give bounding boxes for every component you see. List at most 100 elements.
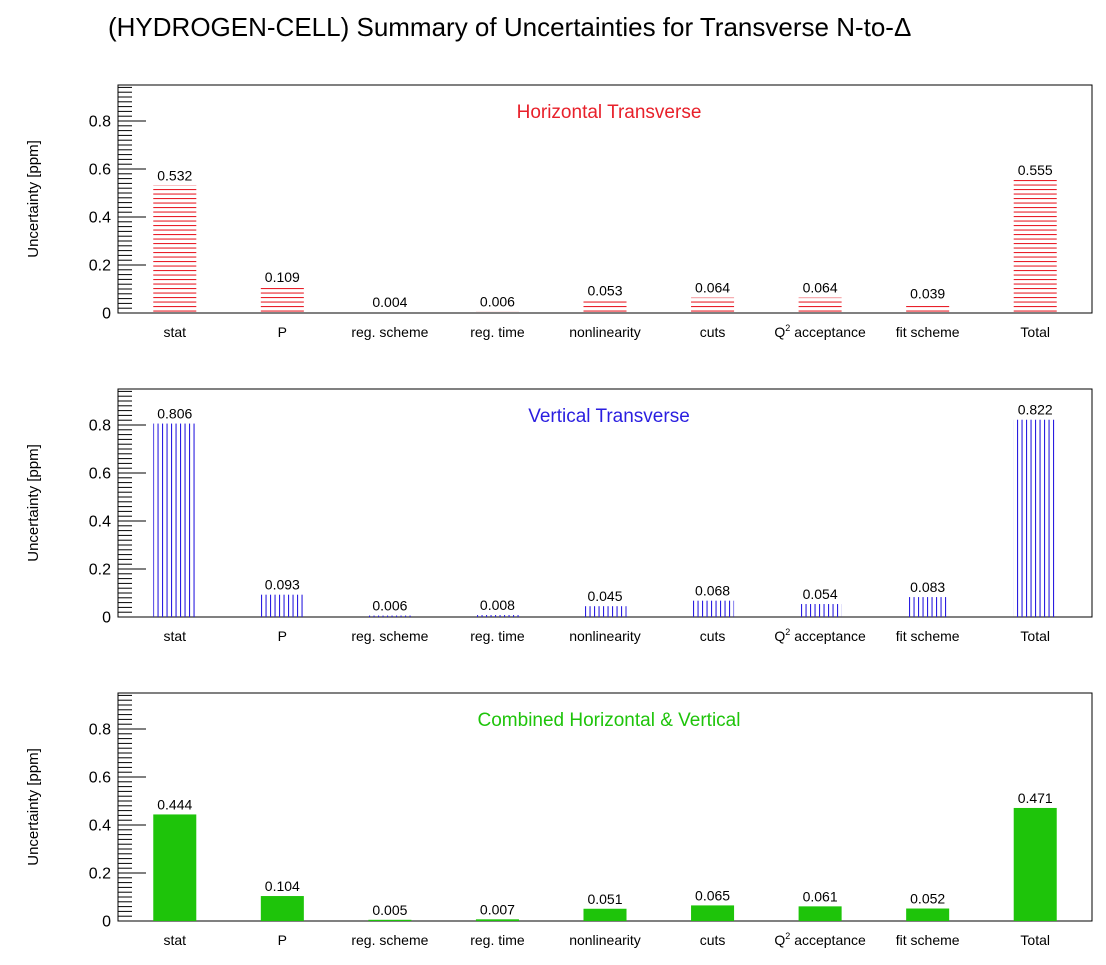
bar-total	[1013, 807, 1057, 921]
category-label-reg-time: reg. time	[470, 628, 525, 644]
y-tick-label: 0.6	[89, 162, 111, 179]
category-label-stat: stat	[163, 932, 186, 948]
bar-fit-scheme	[906, 597, 950, 617]
y-tick-label: 0.4	[89, 818, 111, 835]
bar-value-label: 0.052	[910, 891, 945, 907]
category-label-reg-scheme: reg. scheme	[351, 932, 428, 948]
category-label-stat: stat	[163, 628, 186, 644]
category-label-reg-time: reg. time	[470, 932, 525, 948]
bar-q2-acceptance	[798, 297, 842, 313]
y-tick-label: 0.6	[89, 770, 111, 787]
category-label-cuts: cuts	[700, 932, 726, 948]
bar-value-label: 0.039	[910, 286, 945, 302]
y-tick-label: 0.8	[89, 114, 111, 131]
bar-value-label: 0.532	[157, 167, 192, 183]
bar-reg-scheme	[368, 615, 412, 617]
bar-value-label: 0.061	[803, 888, 838, 904]
bar-nonlinearity	[583, 606, 627, 617]
category-label-cuts: cuts	[700, 324, 726, 340]
bar-value-label: 0.806	[157, 406, 192, 422]
bar-cuts	[691, 600, 735, 617]
bar-value-label: 0.555	[1018, 162, 1053, 178]
y-tick-label: 0.2	[89, 866, 111, 883]
bar-value-label: 0.006	[372, 598, 407, 614]
bar-reg-time	[475, 311, 519, 313]
bar-stat	[153, 185, 197, 313]
y-tick-label: 0	[102, 610, 111, 627]
bar-p	[260, 896, 304, 921]
chart-panel-1: 0 0.2 0.4 0.6 0.8 Uncertainty [ppm] Horizontal…	[25, 84, 1093, 340]
bar-total	[1013, 179, 1057, 313]
category-label-q2-acceptance: Q2 acceptance	[774, 931, 866, 948]
panel-title: Combined Horizontal & Vertical	[478, 710, 741, 731]
bar-stat	[153, 423, 197, 617]
y-tick-label: 0.8	[89, 722, 111, 739]
bar-value-label: 0.064	[695, 280, 730, 296]
y-axis-label: Uncertainty [ppm]	[25, 748, 42, 866]
bar-value-label: 0.068	[695, 583, 730, 599]
category-label-q2-acceptance: Q2 acceptance	[774, 323, 866, 340]
bar-reg-time	[475, 919, 519, 921]
bar-value-label: 0.004	[372, 294, 407, 310]
bar-value-label: 0.053	[587, 282, 622, 298]
y-tick-label: 0.4	[89, 514, 111, 531]
bar-nonlinearity	[583, 300, 627, 313]
y-axis-label: Uncertainty [ppm]	[25, 140, 42, 258]
bar-q2-acceptance	[798, 906, 842, 921]
bar-reg-scheme	[368, 312, 412, 313]
page-title: (HYDROGEN-CELL) Summary of Uncertainties…	[108, 12, 912, 42]
bar-p	[260, 286, 304, 313]
bar-fit-scheme	[906, 908, 950, 921]
y-tick-label: 0.2	[89, 562, 111, 579]
bar-cuts	[691, 297, 735, 313]
panel-title: Vertical Transverse	[528, 406, 690, 427]
category-label-reg-time: reg. time	[470, 324, 525, 340]
y-tick-label: 0.6	[89, 466, 111, 483]
bar-value-label: 0.065	[695, 887, 730, 903]
bar-value-label: 0.005	[372, 902, 407, 918]
bar-value-label: 0.083	[910, 579, 945, 595]
bar-reg-scheme	[368, 919, 412, 921]
y-tick-label: 0.4	[89, 210, 111, 227]
category-label-cuts: cuts	[700, 628, 726, 644]
bar-value-label: 0.104	[265, 878, 300, 894]
panel-title: Horizontal Transverse	[517, 102, 702, 123]
bar-value-label: 0.054	[803, 586, 838, 602]
bar-total	[1013, 419, 1057, 617]
category-label-p: P	[278, 932, 287, 948]
chart-panel-2: 0 0.2 0.4 0.6 0.8 Uncertainty [ppm] Vertical T…	[25, 388, 1093, 644]
bar-value-label: 0.822	[1018, 402, 1053, 418]
category-label-nonlinearity: nonlinearity	[569, 324, 641, 340]
category-label-nonlinearity: nonlinearity	[569, 628, 641, 644]
bar-cuts	[691, 905, 735, 921]
bar-value-label: 0.109	[265, 269, 300, 285]
bar-nonlinearity	[583, 908, 627, 921]
bar-value-label: 0.093	[265, 577, 300, 593]
category-label-p: P	[278, 324, 287, 340]
bar-reg-time	[475, 615, 519, 617]
category-label-reg-scheme: reg. scheme	[351, 324, 428, 340]
bar-fit-scheme	[906, 303, 950, 313]
bar-value-label: 0.007	[480, 901, 515, 917]
category-label-total: Total	[1020, 932, 1050, 948]
bar-value-label: 0.006	[480, 294, 515, 310]
category-label-total: Total	[1020, 628, 1050, 644]
category-label-fit-scheme: fit scheme	[896, 324, 960, 340]
category-label-nonlinearity: nonlinearity	[569, 932, 641, 948]
bar-stat	[153, 814, 197, 921]
bar-p	[260, 594, 304, 617]
category-label-fit-scheme: fit scheme	[896, 932, 960, 948]
y-axis-label: Uncertainty [ppm]	[25, 444, 42, 562]
category-label-total: Total	[1020, 324, 1050, 340]
y-tick-label: 0	[102, 306, 111, 323]
category-label-stat: stat	[163, 324, 186, 340]
bar-value-label: 0.008	[480, 597, 515, 613]
category-label-reg-scheme: reg. scheme	[351, 628, 428, 644]
category-label-p: P	[278, 628, 287, 644]
chart-panel-3: 0 0.2 0.4 0.6 0.8 Uncertainty [ppm] Combined H…	[25, 692, 1093, 948]
y-tick-label: 0	[102, 914, 111, 931]
bar-value-label: 0.045	[587, 588, 622, 604]
y-tick-label: 0.8	[89, 418, 111, 435]
y-tick-label: 0.2	[89, 258, 111, 275]
